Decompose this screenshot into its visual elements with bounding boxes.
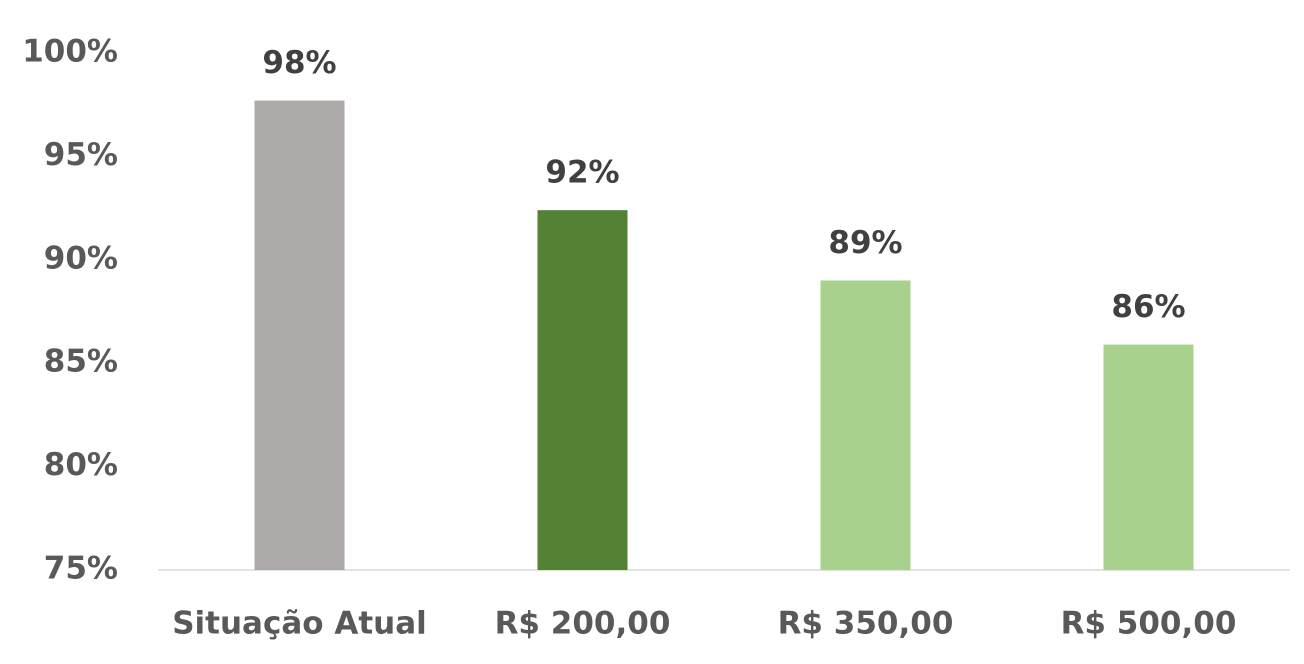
- value-label: 89%: [828, 225, 902, 261]
- x-tick-label: R$ 500,00: [1061, 606, 1237, 642]
- y-tick-label: 85%: [44, 344, 118, 380]
- bar: [1103, 344, 1194, 570]
- y-tick-label: 75%: [44, 551, 118, 587]
- y-tick-label: 80%: [44, 447, 118, 483]
- x-tick-label: R$ 350,00: [778, 606, 954, 642]
- y-tick-label: 95%: [44, 137, 118, 173]
- y-tick-label: 100%: [22, 34, 118, 70]
- value-label: 98%: [262, 45, 336, 81]
- x-tick-label: Situação Atual: [172, 606, 427, 642]
- value-label: 92%: [545, 155, 619, 191]
- bar: [820, 280, 911, 570]
- y-tick-label: 90%: [44, 240, 118, 276]
- bar: [254, 100, 345, 571]
- x-tick-label: R$ 200,00: [495, 606, 671, 642]
- value-label: 86%: [1111, 289, 1185, 325]
- bar: [537, 210, 628, 570]
